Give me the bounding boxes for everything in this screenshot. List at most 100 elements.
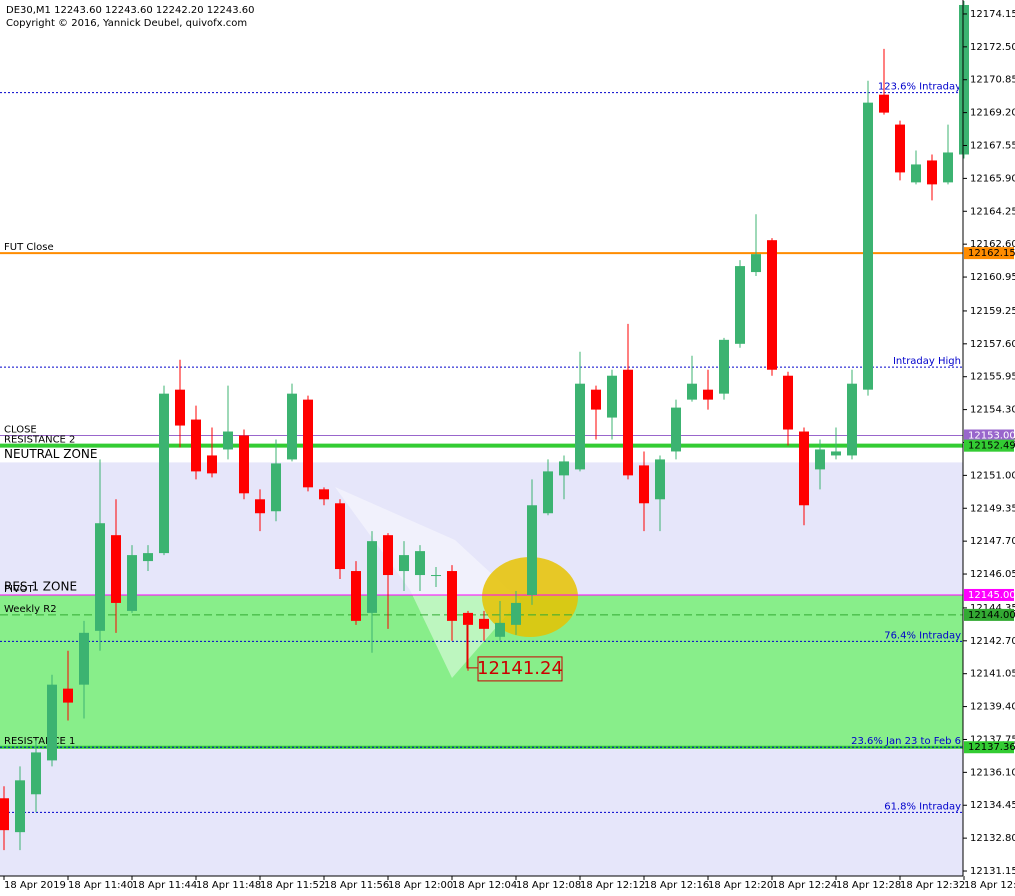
x-tick-label: 18 Apr 12:04 [452, 880, 517, 891]
y-tick-label: 12164.25 [970, 206, 1015, 217]
candle-body [383, 535, 393, 576]
y-tick-label: 12147.70 [970, 536, 1015, 547]
candle-body [479, 618, 489, 629]
candle-body [127, 555, 137, 611]
y-tick-label: 12170.85 [970, 75, 1015, 86]
candle-body [367, 541, 377, 613]
candle-body [799, 431, 809, 506]
candle-body [879, 94, 889, 113]
candle-body [239, 435, 249, 494]
candle-body [815, 449, 825, 470]
candle-body [607, 375, 617, 418]
x-tick-label: 18 Apr 12:08 [516, 880, 581, 891]
price-box [964, 429, 1014, 442]
level-label: 76.4% Intraday [884, 630, 961, 641]
callout-label: 12141.24 [477, 658, 563, 679]
candle-body [831, 451, 841, 456]
candle-body [287, 393, 297, 460]
candle-body [575, 383, 585, 470]
price-box [964, 439, 1014, 452]
candle-body [319, 489, 329, 500]
candle-body [207, 455, 217, 474]
candle-body [15, 780, 25, 833]
x-tick-label: 18 Apr 12:12 [580, 880, 645, 891]
y-tick-label: 12134.45 [970, 800, 1015, 811]
y-tick-label: 12154.30 [970, 405, 1015, 416]
level-label: 23.6% Jan 23 to Feb 6 [851, 736, 961, 747]
y-tick-label: 12174.15 [970, 9, 1015, 20]
level-label: RESISTANCE 2 [4, 435, 75, 446]
price-box [964, 247, 1014, 260]
price-box-label: 12137.36 [968, 742, 1015, 753]
candle-body [655, 459, 665, 500]
candle-body [351, 571, 361, 621]
y-tick-label: 12136.10 [970, 767, 1015, 778]
candle-body [719, 339, 729, 394]
y-tick-label: 12155.95 [970, 372, 1015, 383]
x-tick-label: 18 Apr 12:20 [708, 880, 773, 891]
candle-body [303, 399, 313, 488]
candle-body [863, 102, 873, 390]
x-tick-label: 18 Apr 11:48 [196, 880, 261, 891]
x-tick-label: 18 Apr 11:44 [132, 880, 197, 891]
candle-body [463, 612, 473, 625]
zone-label: RES 1 ZONE [4, 579, 77, 593]
x-tick-label: 18 Apr 12:16 [644, 880, 709, 891]
callout-leader [466, 625, 478, 669]
price-box-label: 12145.00 [968, 590, 1015, 601]
candle-body [175, 389, 185, 426]
y-tick-label: 12131.15 [970, 866, 1015, 877]
y-tick-label: 12165.90 [970, 173, 1015, 184]
candle-body [735, 266, 745, 344]
candle-body [927, 160, 937, 185]
x-tick-label: 18 Apr 12:36 [964, 880, 1015, 891]
candle-body [495, 622, 505, 637]
candle-body [751, 254, 761, 273]
copyright: Copyright © 2016, Yannick Deubel, quivof… [6, 18, 247, 29]
level-label: PIVOT [4, 584, 35, 595]
y-tick-label: 12132.80 [970, 833, 1015, 844]
candle-body [95, 523, 105, 631]
candle-body [559, 461, 569, 476]
candle-body [0, 798, 9, 831]
candle-body [671, 407, 681, 452]
y-tick-label: 12141.05 [970, 669, 1015, 680]
candle-body [847, 383, 857, 456]
candle-body [191, 419, 201, 472]
candle-body [47, 684, 57, 761]
price-box [964, 588, 1014, 601]
candle-body [431, 575, 441, 577]
y-tick-label: 12157.60 [970, 339, 1015, 350]
x-tick-label: 18 Apr 12:32 [900, 880, 965, 891]
level-label: 123.6% Intraday [878, 82, 961, 93]
level-label: FUT Close [4, 242, 54, 253]
level-label: 61.8% Intraday [884, 801, 961, 812]
y-tick-label: 12169.20 [970, 108, 1015, 119]
level-label: CLOSE [4, 425, 37, 436]
y-tick-label: 12167.55 [970, 141, 1015, 152]
pattern-shape [335, 487, 520, 678]
price-box-label: 12162.15 [968, 248, 1015, 259]
x-tick-label: 18 Apr 12:00 [388, 880, 453, 891]
price-box-label: 12152.49 [968, 441, 1015, 452]
candle-body [143, 553, 153, 562]
x-tick-label: 18 Apr 11:52 [260, 880, 325, 891]
candle-body [63, 688, 73, 703]
price-box [964, 608, 1014, 621]
level-label: RESISTANCE 1 [4, 736, 75, 747]
y-tick-label: 12146.05 [970, 569, 1015, 580]
x-tick-label: 18 Apr 12:28 [836, 880, 901, 891]
y-tick-label: 12160.95 [970, 272, 1015, 283]
y-tick-label: 12151.00 [970, 470, 1015, 481]
candle-body [543, 471, 553, 514]
y-tick-label: 12162.60 [970, 239, 1015, 250]
candle-body [687, 383, 697, 400]
y-tick-label: 12137.75 [970, 734, 1015, 745]
header: DE30,M1 12243.60 12243.60 12242.20 12243… [6, 5, 255, 16]
candle-body [447, 571, 457, 621]
candle-body [415, 551, 425, 576]
candle-body [527, 505, 537, 595]
candle-body [31, 752, 41, 795]
y-tick-label: 12159.25 [970, 306, 1015, 317]
x-tick-label: 18 Apr 11:56 [324, 880, 389, 891]
